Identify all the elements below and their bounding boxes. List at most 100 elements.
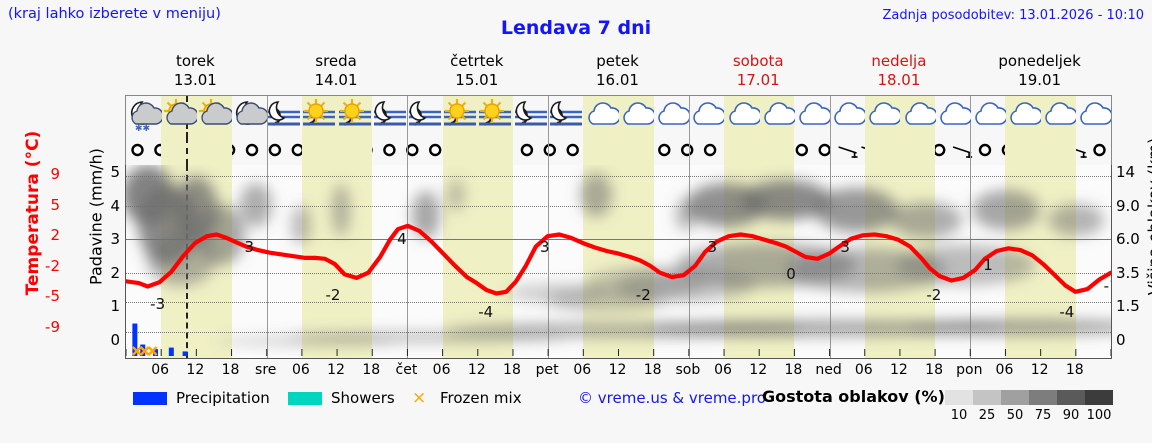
temperature-value-label: 0 <box>786 264 796 283</box>
axis-tick: 0 <box>110 331 120 349</box>
x-tick-label: sre <box>255 362 277 378</box>
weather-icon-cloud <box>583 98 619 136</box>
weather-icon-sun-wind <box>337 98 373 136</box>
axis-tick: 5 <box>50 195 60 214</box>
x-tick-label: 06 <box>432 362 451 378</box>
grid-line <box>126 175 1111 177</box>
weather-icon-cloud <box>829 98 866 136</box>
x-tick-label: 12 <box>749 362 768 378</box>
axis-tick: 6.0 <box>1116 230 1140 249</box>
axis-tick: 1.5 <box>1116 297 1140 316</box>
day-header-6: ponedeljek 19.01 <box>969 52 1110 90</box>
x-tick-label: sob <box>675 362 701 378</box>
x-tick-label: 18 <box>362 362 381 378</box>
weather-icon-sun-wind <box>477 98 513 136</box>
day-date: 18.01 <box>877 71 921 89</box>
axis-tick: 3 <box>110 230 120 249</box>
axis-tick: 2 <box>50 226 60 244</box>
x-tick-label: 06 <box>291 362 310 378</box>
axis-tick: 0 <box>1116 331 1126 349</box>
day-name: torek <box>175 52 215 70</box>
page-title: Lendava 7 dni <box>500 17 652 39</box>
cloud-density-scale-labels: 10 25 50 75 90 100 <box>945 408 1120 426</box>
weather-icon-cloud <box>618 98 655 136</box>
temperature-value-label: 1 <box>983 255 993 274</box>
weather-icon-cloud <box>759 98 795 136</box>
svg-text:✱✱: ✱✱ <box>135 124 150 134</box>
night-band <box>583 137 654 165</box>
x-tick-label: 12 <box>1030 362 1049 378</box>
axis-tick: 2 <box>110 263 120 282</box>
day-date: 17.01 <box>736 71 780 89</box>
x-tick-label: 06 <box>854 362 873 378</box>
colorbar-tick: 25 <box>978 408 996 423</box>
temperature-value-label: -2 <box>325 285 341 304</box>
axis-tick: 5 <box>110 163 120 181</box>
temperature-value-label: 3 <box>539 238 550 257</box>
cloud-height-axis: Višina oblakov (km) 14 9.0 6.0 3.5 1.5 0 <box>1112 95 1152 360</box>
day-separator <box>829 137 831 165</box>
frozen-mix-icon: × <box>412 388 427 408</box>
x-tick-label: 18 <box>784 362 803 378</box>
night-band <box>301 137 373 165</box>
cloud-height-axis-title: Višina oblakov (km) <box>1144 137 1152 296</box>
weather-icon-cloud <box>1005 98 1042 136</box>
cloud-density-colorbar <box>945 390 1113 405</box>
weather-icon-moon-wind <box>513 98 549 136</box>
page-header: (kraj lahko izberete v meniju) Lendava 7… <box>0 0 1152 40</box>
night-band <box>1005 137 1076 165</box>
colorbar-step <box>1057 390 1085 405</box>
temperature-value-label: -3 <box>150 294 166 313</box>
axis-tick: 14 <box>1116 163 1136 181</box>
day-header-0: torek 13.01 <box>125 52 266 90</box>
x-axis-tick-labels: 06 12 18 sre 06 12 18 čet 06 12 18 pet 06 12 18 sob 06 12… <box>125 362 1110 382</box>
wind-barb-row <box>125 137 1112 166</box>
temperature-value-label: -1 <box>1103 277 1111 296</box>
showers-legend-label: Showers <box>331 389 395 407</box>
temperature-value-label: -4 <box>1059 303 1075 322</box>
x-tick-label: 18 <box>643 362 662 378</box>
weather-icon-cloud <box>864 98 901 136</box>
cloud-density-legend-label: Gostota oblakov (%) <box>762 387 945 406</box>
temperature-value-label: 3 <box>707 238 717 257</box>
x-tick-label: 18 <box>221 362 240 378</box>
colorbar-step <box>1029 390 1057 405</box>
weather-icon-cloud <box>935 98 971 136</box>
day-date: 19.01 <box>1018 71 1062 89</box>
day-name: petek <box>596 52 639 70</box>
weather-icon-cloud <box>900 98 936 136</box>
day-separator <box>266 137 268 165</box>
day-separator <box>548 137 550 165</box>
colorbar-tick: 100 <box>1086 408 1112 423</box>
temperature-value-label: 3 <box>840 238 850 257</box>
night-band <box>724 137 795 165</box>
x-tick-label: 12 <box>608 362 627 378</box>
temperature-curve <box>126 165 1111 356</box>
credit-link[interactable]: © vreme.us & vreme.pro <box>578 389 766 407</box>
grid-line <box>126 206 1111 208</box>
axis-tick: 3.5 <box>1116 263 1140 282</box>
x-tick-label: 06 <box>573 362 592 378</box>
last-update-text: Zadnja posodobitev: 13.01.2026 - 10:10 <box>882 8 1144 23</box>
axis-tick: 9 <box>50 165 60 183</box>
weather-icon-sun-wind <box>442 98 478 136</box>
weather-icon-cloud <box>688 98 725 136</box>
weather-icon-cloud <box>970 98 1006 136</box>
weather-icon-moon-wind <box>407 98 443 136</box>
temperature-axis: Temperatura (°C) 9 5 2 -2 -5 -9 <box>0 95 60 360</box>
day-separator <box>548 96 550 138</box>
day-separator <box>970 137 972 165</box>
day-separator <box>970 96 972 138</box>
axis-tick: 4 <box>110 196 120 215</box>
x-tick-label: čet <box>395 362 418 378</box>
day-header-4: sobota 17.01 <box>688 52 829 90</box>
frozen-mix-legend-label: Frozen mix <box>440 389 522 407</box>
day-header-2: četrtek 15.01 <box>406 52 547 90</box>
x-tick-label: 18 <box>1065 362 1084 378</box>
showers-swatch <box>288 392 322 405</box>
colorbar-tick: 50 <box>1006 408 1024 423</box>
temperature-value-label: -2 <box>926 285 942 304</box>
x-tick-label: ned <box>815 362 842 378</box>
weather-icon-cloud <box>794 98 830 136</box>
weather-icon-moon-wind <box>266 98 302 136</box>
